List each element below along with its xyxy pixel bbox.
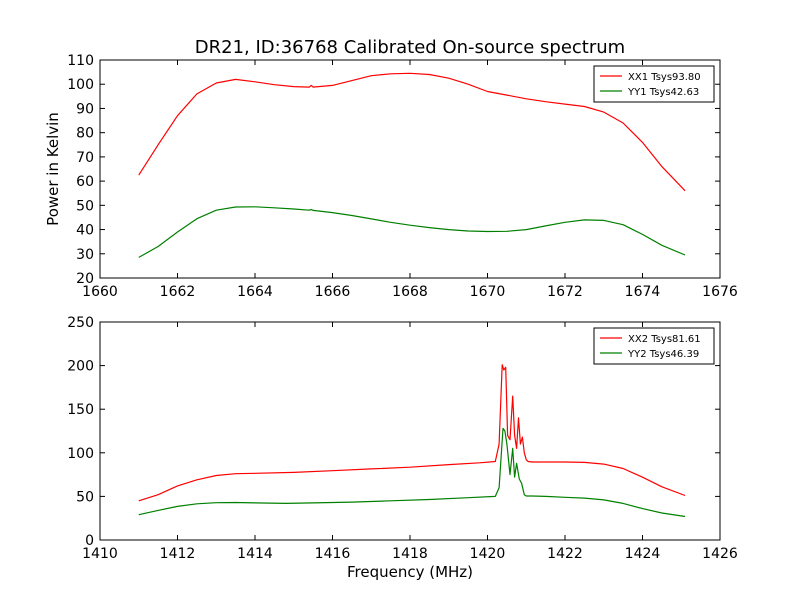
x-tick-label: 1676 [702,284,738,300]
x-tick-label: 1662 [160,284,196,300]
y-tick-label: 30 [76,247,94,263]
x-tick-label: 1414 [237,546,273,562]
legend-label: XX2 Tsys81.61 [628,334,701,345]
y-tick-label: 70 [76,150,94,166]
x-tick-label: 1674 [625,284,661,300]
y-axis-label: Power in Kelvin [44,112,62,226]
y-tick-label: 50 [76,489,94,505]
y-tick-label: 150 [67,402,94,418]
legend-label: YY2 Tsys46.39 [627,349,699,360]
y-tick-label: 20 [76,271,94,287]
x-tick-label: 1418 [392,546,428,562]
legend-label: XX1 Tsys93.80 [628,72,701,83]
x-tick-label: 1410 [82,546,118,562]
x-tick-label: 1422 [547,546,583,562]
legend-label: YY1 Tsys42.63 [627,87,699,98]
y-tick-label: 0 [85,533,94,549]
y-tick-label: 50 [76,198,94,214]
bottom-plot-panel: Frequency (MHz) 1410 1412 1414 1416 1418 1420… [67,315,738,581]
x-tick-label: 1668 [392,284,428,300]
x-tick-label: 1670 [470,284,506,300]
x-tick-label: 1664 [237,284,273,300]
x-tick-label: 1426 [702,546,738,562]
x-tick-label: 1412 [160,546,196,562]
chart-title: DR21, ID:36768 Calibrated On-source spec… [195,37,625,58]
legend: XX2 Tsys81.61 YY2 Tsys46.39 [593,327,715,365]
top-plot-panel: DR21, ID:36768 Calibrated On-source spec… [44,37,738,300]
x-tick-label: 1660 [82,284,118,300]
legend-box [593,327,715,365]
legend-box [593,65,715,103]
x-tick-label: 1424 [625,546,661,562]
x-axis-label: Frequency (MHz) [347,563,473,581]
series-line-xx [138,72,686,192]
series-line-yy [138,427,686,518]
legend: XX1 Tsys93.80 YY1 Tsys42.63 [593,65,715,103]
x-tick-label: 1416 [315,546,351,562]
series-line-xx [138,364,686,502]
y-tick-label: 40 [76,223,94,239]
y-tick-label: 100 [67,77,94,93]
x-tick-label: 1420 [470,546,506,562]
y-tick-label: 250 [67,315,94,331]
y-tick-label: 80 [76,126,94,142]
y-tick-label: 100 [67,446,94,462]
x-tick-label: 1666 [315,284,351,300]
y-tick-label: 110 [67,53,94,69]
series-line-yy [138,206,686,258]
y-tick-label: 60 [76,174,94,190]
y-tick-label: 90 [76,101,94,117]
y-tick-label: 200 [67,359,94,375]
x-tick-label: 1672 [547,284,583,300]
